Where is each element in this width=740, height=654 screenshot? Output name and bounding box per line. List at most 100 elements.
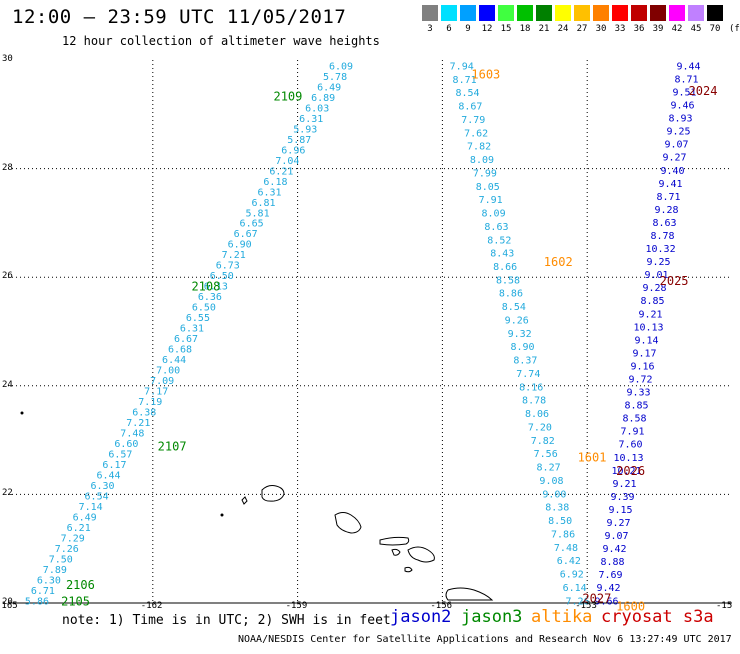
wave-height-value: 9.72: [628, 375, 652, 386]
wave-height-value: 6.44: [96, 470, 120, 481]
wave-height-value: 9.28: [642, 283, 666, 294]
pass-time-label: 2105: [61, 594, 90, 608]
wave-height-value: 7.48: [120, 428, 144, 439]
wave-height-value: 8.50: [548, 516, 572, 527]
wave-height-value: 8.86: [499, 289, 523, 300]
island-niihau: [241, 496, 248, 505]
wave-height-value: 8.27: [537, 463, 561, 474]
wave-height-value: 7.82: [531, 436, 555, 447]
wave-height-value: 7.74: [516, 369, 540, 380]
wave-height-value: 7.91: [479, 195, 503, 206]
scale-unit: (ft): [729, 24, 740, 34]
scale-swatch-42: [669, 5, 685, 21]
wave-height-value: 9.66: [594, 596, 618, 607]
scale-swatch-3: [422, 5, 438, 21]
lon-tick-label: -165: [0, 601, 18, 611]
wave-height-value: 6.30: [90, 481, 114, 492]
wave-height-value: 8.67: [458, 102, 482, 113]
wave-height-value: 7.20: [528, 422, 552, 433]
wave-height-value: 7.00: [156, 366, 180, 377]
footer-note: note: 1) Time is in UTC; 2) SWH is in fe…: [62, 613, 391, 628]
wave-height-value: 7.86: [551, 529, 575, 540]
pass-time-label: 2024: [689, 84, 718, 98]
lat-tick-label: 30: [2, 54, 13, 64]
wave-height-value: 6.30: [37, 575, 61, 586]
wave-height-value: 8.85: [624, 401, 648, 412]
wave-height-value: 9.27: [663, 153, 687, 164]
pass-time-label: 2108: [191, 279, 220, 293]
wave-height-value: 6.71: [31, 586, 55, 597]
lat-lon-grid: [8, 60, 732, 604]
wave-height-value: 8.43: [490, 249, 514, 260]
lon-tick-label: -162: [140, 601, 163, 611]
scale-label: 21: [538, 24, 550, 34]
wave-height-value: 6.67: [234, 229, 258, 240]
wave-height-value: 5.78: [323, 72, 347, 83]
scale-label: 36: [633, 24, 645, 34]
scale-swatch-6: [441, 5, 457, 21]
scale-label: 24: [557, 24, 569, 34]
wave-height-value: 6.49: [317, 82, 341, 93]
island-hawaii: [445, 587, 494, 601]
wave-height-value: 7.21: [126, 418, 150, 429]
pass-time-label: 1603: [471, 68, 500, 82]
wave-height-value: 6.44: [162, 355, 186, 366]
wave-height-value: 6.09: [329, 61, 353, 72]
wave-height-value: 9.42: [602, 544, 626, 555]
scale-swatch-12: [479, 5, 495, 21]
wave-height-value: 8.93: [669, 114, 693, 125]
scale-swatch-45: [688, 5, 704, 21]
wave-height-value: 9.27: [606, 518, 630, 529]
lat-tick-label: 20: [2, 597, 13, 607]
lon-tick-label: -153: [575, 601, 597, 611]
scale-swatch-27: [574, 5, 590, 21]
scale-swatch-18: [517, 5, 533, 21]
lon-tick-label: -15: [716, 601, 733, 611]
wave-height-value: 6.68: [168, 345, 192, 356]
lat-tick-label: 24: [2, 379, 13, 390]
wave-height-value: 8.58: [622, 414, 646, 425]
island-molokai: [379, 536, 410, 546]
lat-tick-label: 26: [2, 271, 13, 282]
wave-height-value: 6.42: [557, 556, 581, 567]
wave-height-value: 9.00: [542, 489, 566, 500]
altimeter-tracks: 6.095.786.496.896.036.315.935.876.967.04…: [25, 61, 701, 607]
wave-height-value: 6.55: [186, 313, 210, 324]
scale-label: 33: [614, 24, 626, 34]
wave-height-value: 8.63: [484, 222, 508, 233]
pass-time-label: 2107: [158, 440, 187, 454]
wave-height-value: 6.92: [560, 570, 584, 581]
wave-height-value: 7.62: [464, 128, 488, 139]
wave-height-value: 9.41: [659, 179, 683, 190]
wave-height-value: 8.85: [640, 296, 664, 307]
wave-height-value: 7.60: [618, 440, 642, 451]
wave-height-value: 6.13: [204, 282, 228, 293]
scale-label: 15: [500, 24, 512, 34]
scale-swatch-36: [631, 5, 647, 21]
wave-height-value: 9.16: [630, 361, 654, 372]
scale-swatch-24: [555, 5, 571, 21]
scale-label: 42: [671, 24, 683, 34]
wave-height-value: 7.50: [49, 554, 73, 565]
scale-label: 39: [652, 24, 664, 34]
wave-height-value: 9.40: [661, 166, 685, 177]
wave-height-value: 7.21: [222, 250, 246, 261]
wave-height-value: 8.66: [493, 262, 517, 273]
wave-height-value: 5.81: [246, 208, 270, 219]
scale-label: 27: [576, 24, 588, 34]
pass-time-label: 2027: [582, 592, 611, 606]
wave-height-value: 7.69: [598, 570, 622, 581]
wave-height-value: 9.14: [634, 335, 658, 346]
wave-height-value: 9.25: [667, 127, 691, 138]
pass-time-label: 2025: [660, 274, 689, 288]
scale-label: 12: [481, 24, 493, 34]
wave-height-value: 7.94: [450, 61, 474, 72]
wave-height-value: 8.78: [650, 231, 674, 242]
wave-height-value: 9.21: [638, 309, 662, 320]
scale-swatch-39: [650, 5, 666, 21]
scale-label: 9: [465, 24, 471, 34]
pass-time-label: 1601: [578, 450, 607, 464]
wave-height-value: 8.16: [519, 382, 543, 393]
wave-height-value: 9.21: [612, 479, 636, 490]
lon-tick-label: -156: [430, 601, 453, 611]
